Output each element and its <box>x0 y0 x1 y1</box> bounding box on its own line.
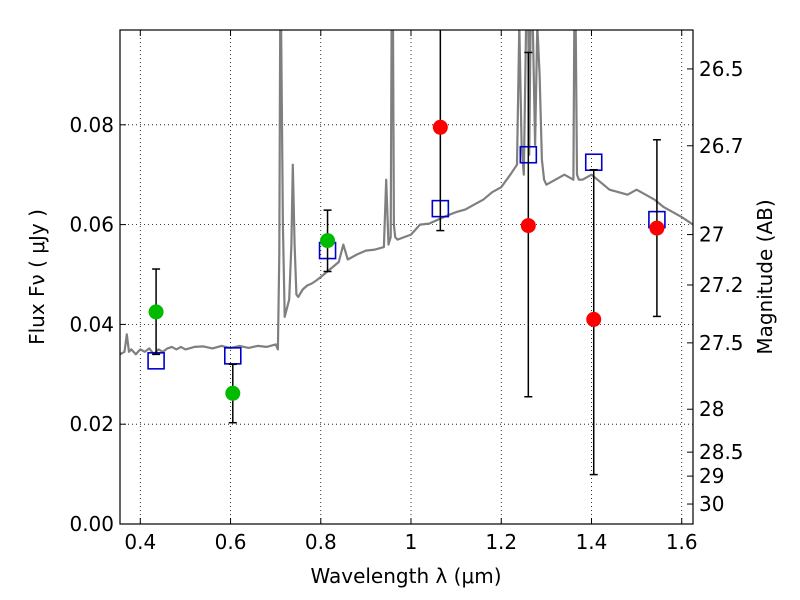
x-tick-label: 0.4 <box>124 530 156 554</box>
red-data-point <box>520 218 536 234</box>
right-tick-label: 27 <box>699 223 724 247</box>
right-tick-label: 27.2 <box>699 273 744 297</box>
right-tick-label: 27.5 <box>699 331 744 355</box>
green-data-point <box>320 233 336 249</box>
red-data-point <box>649 220 665 236</box>
right-tick-label: 28 <box>699 397 724 421</box>
x-tick-label: 1 <box>405 530 418 554</box>
y-axis-label-left: Flux Fν ( μJy ) <box>25 209 49 345</box>
x-tick-label: 1.2 <box>485 530 517 554</box>
x-axis-label: Wavelength λ (μm) <box>310 564 501 588</box>
red-data-point <box>586 311 602 327</box>
y-tick-label: 0.00 <box>69 512 114 536</box>
x-tick-label: 0.6 <box>215 530 247 554</box>
y-tick-label: 0.02 <box>69 412 114 436</box>
grid <box>120 30 693 525</box>
axes: 0.4 0.6 0.8 1 1.2 1.4 1.6 0.00 0.02 0.04 0.06 0.08 2… <box>69 30 744 554</box>
y-axis-label-right: Magnitude (AB) <box>753 199 777 354</box>
red-data-point <box>432 119 448 135</box>
model-square-point <box>147 352 165 370</box>
right-tick-label: 26.7 <box>699 134 744 158</box>
x-tick-label: 1.6 <box>666 530 698 554</box>
plot-area <box>120 30 693 476</box>
right-tick-label: 29 <box>699 464 724 488</box>
right-tick-label: 26.5 <box>699 57 744 81</box>
model-square-point <box>584 153 603 172</box>
model-square-point <box>223 347 242 365</box>
green-data-point <box>148 304 164 320</box>
right-tick-label: 30 <box>699 492 724 516</box>
green-data-point <box>225 385 241 401</box>
y-tick-label: 0.04 <box>69 312 114 336</box>
y-tick-label: 0.08 <box>69 113 114 137</box>
plot-frame <box>119 29 694 525</box>
x-tick-label: 1.4 <box>576 530 608 554</box>
right-tick-label: 28.5 <box>699 440 744 464</box>
y-tick-label: 0.06 <box>69 213 114 237</box>
x-tick-label: 0.8 <box>305 530 337 554</box>
spectrum-line <box>120 30 693 356</box>
